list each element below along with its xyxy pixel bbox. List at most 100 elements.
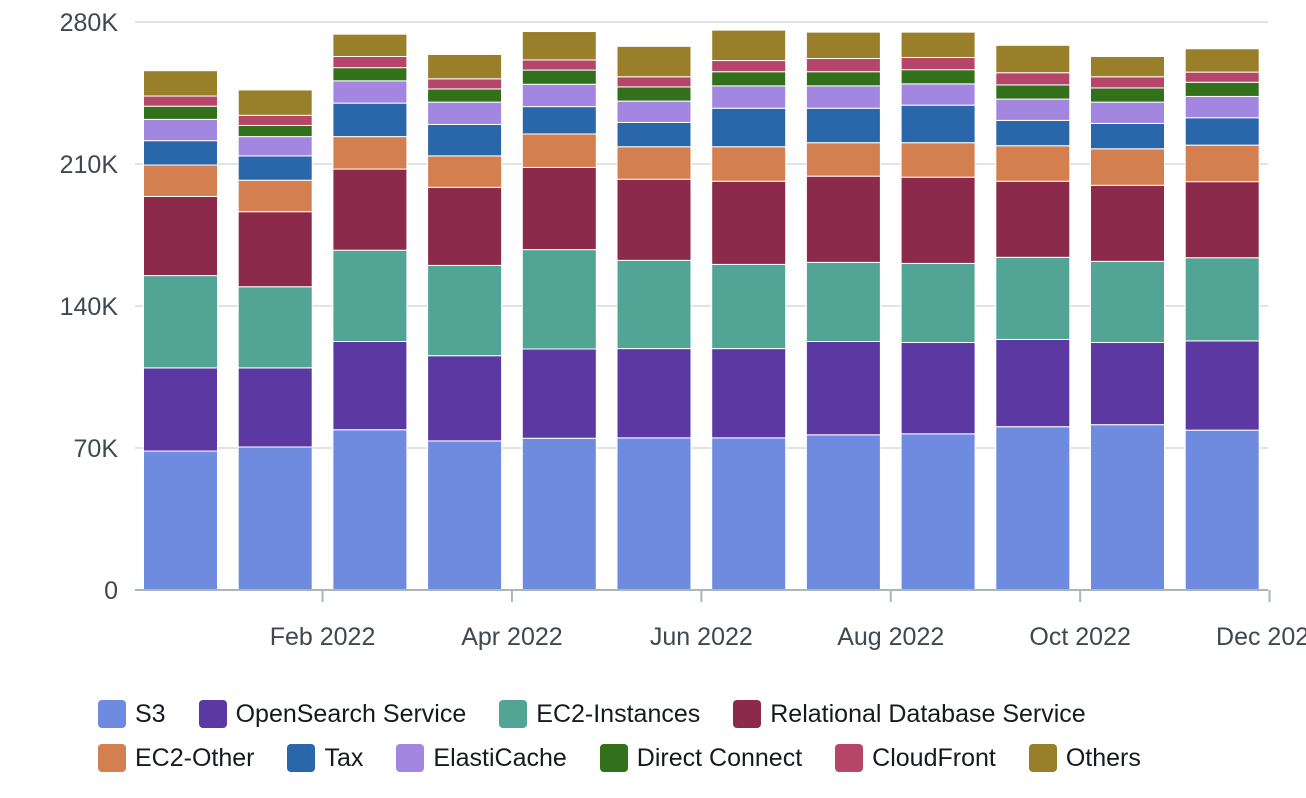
- bar-stack: [427, 53, 503, 591]
- bar-segment: [805, 107, 881, 144]
- bar-segment: [427, 264, 503, 357]
- bar-segment: [427, 186, 503, 266]
- legend-item[interactable]: S3: [98, 700, 166, 729]
- bar-segment: [1184, 429, 1260, 591]
- legend-label: OpenSearch Service: [235, 699, 467, 728]
- bar-segment: [332, 55, 408, 69]
- bar-segment: [711, 60, 787, 73]
- legend-row: S3 OpenSearch Service EC2-Instances Relatio…: [98, 692, 1278, 736]
- legend-label: Relational Database Service: [770, 699, 1086, 728]
- x-axis-tick-labels: Feb 2022 Apr 2022 Jun 2022 Aug 2022 Oct 2022…: [270, 623, 1306, 651]
- bar-segment: [1090, 424, 1165, 591]
- bar-segment: [1184, 117, 1260, 146]
- y-tick-label: 280K: [60, 9, 119, 37]
- x-tick-label: Dec 2022: [1216, 623, 1306, 651]
- bar-segment: [332, 33, 408, 57]
- bar-segment: [805, 85, 881, 109]
- bar-segment: [995, 338, 1071, 428]
- bar-stack: [995, 44, 1071, 591]
- bar-segment: [521, 348, 597, 439]
- legend-swatch: [835, 744, 864, 772]
- legend-label: ElastiCache: [433, 743, 567, 772]
- bar-segment: [1184, 48, 1260, 73]
- bar-segment: [805, 261, 881, 342]
- bar-segment: [711, 146, 787, 182]
- bar-segment: [616, 45, 692, 78]
- bar-segment: [1090, 148, 1165, 186]
- bar-segment: [616, 178, 692, 261]
- bar-segment: [1184, 257, 1260, 342]
- legend-swatch: [733, 700, 762, 728]
- legend-item[interactable]: EC2-Instances: [499, 700, 700, 729]
- bar-segment: [143, 367, 218, 452]
- bar-segment: [143, 70, 218, 97]
- bar-segment: [427, 78, 503, 90]
- bar-segment: [900, 433, 976, 591]
- bar-segment: [995, 72, 1071, 86]
- bar-segment: [237, 155, 313, 181]
- bar-segment: [1184, 95, 1260, 119]
- bar-segment: [521, 69, 597, 85]
- bar-segment: [995, 426, 1071, 591]
- bar-segment: [711, 180, 787, 265]
- legend-swatch: [499, 700, 528, 728]
- bar-segment: [616, 146, 692, 180]
- bar-segment: [332, 102, 408, 138]
- bar-segment: [1184, 81, 1260, 97]
- bar-segment: [1090, 55, 1165, 78]
- bar-stack: [616, 45, 692, 591]
- bar-segment: [332, 67, 408, 82]
- bar-segment: [332, 429, 408, 591]
- bar-segment: [900, 31, 976, 58]
- legend-swatch: [396, 744, 425, 772]
- bar-segment: [995, 119, 1071, 147]
- bar-segment: [1090, 76, 1165, 89]
- bar-segment: [711, 107, 787, 148]
- legend-item[interactable]: ElastiCache: [396, 743, 567, 773]
- y-tick-label: 210K: [60, 151, 119, 179]
- bar-segment: [521, 437, 597, 591]
- bar-segment: [427, 53, 503, 80]
- legend-item[interactable]: Others: [1028, 743, 1141, 773]
- bar-stack: [143, 70, 218, 591]
- axes: [135, 589, 1271, 602]
- y-tick-label: 70K: [74, 435, 119, 463]
- legend-item[interactable]: Relational Database Service: [733, 699, 1086, 729]
- bar-segment: [521, 106, 597, 135]
- legend-item[interactable]: EC2-Other: [98, 744, 254, 773]
- bar-segment: [995, 145, 1071, 182]
- bar-segment: [237, 124, 313, 138]
- legend-item[interactable]: OpenSearch Service: [198, 699, 467, 729]
- bar-segment: [616, 86, 692, 102]
- bar-segment: [995, 98, 1071, 121]
- bar-segment: [805, 341, 881, 436]
- bar-segment: [900, 57, 976, 71]
- x-tick-label: Jun 2022: [650, 623, 753, 651]
- bar-segment: [237, 89, 313, 116]
- bar-segment: [1090, 184, 1165, 262]
- legend-item[interactable]: Tax: [287, 744, 363, 773]
- y-tick-label: 140K: [60, 293, 119, 321]
- bar-segment: [1090, 101, 1165, 124]
- stacked-bar-chart: 0 70K 140K 210K 280K Feb 2022 Apr 2022 Jun 202…: [60, 9, 1306, 651]
- bar-segment: [995, 84, 1071, 100]
- bar-segment: [143, 95, 218, 107]
- bar-segment: [332, 341, 408, 431]
- bar-segment: [1090, 260, 1165, 344]
- bar-stack: [711, 29, 787, 591]
- legend-swatch: [98, 700, 126, 728]
- legend-swatch: [287, 744, 316, 772]
- bar-segment: [900, 69, 976, 85]
- x-tick-label: Aug 2022: [837, 623, 944, 651]
- bar-segment: [521, 59, 597, 71]
- bar-stack: [521, 31, 597, 591]
- legend-label: Others: [1065, 743, 1141, 772]
- bar-stack: [900, 31, 976, 591]
- legend-item[interactable]: Direct Connect: [599, 744, 802, 773]
- legend-item[interactable]: CloudFront: [835, 744, 996, 773]
- bar-stack: [1184, 48, 1260, 591]
- bar-segment: [616, 121, 692, 148]
- bar-segment: [1184, 144, 1260, 183]
- bar-segment: [237, 446, 313, 591]
- bar-segment: [521, 133, 597, 168]
